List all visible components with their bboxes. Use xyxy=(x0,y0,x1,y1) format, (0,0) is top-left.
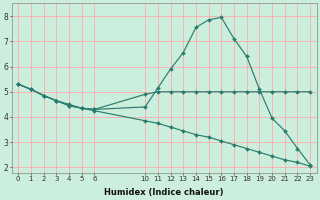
X-axis label: Humidex (Indice chaleur): Humidex (Indice chaleur) xyxy=(104,188,224,197)
